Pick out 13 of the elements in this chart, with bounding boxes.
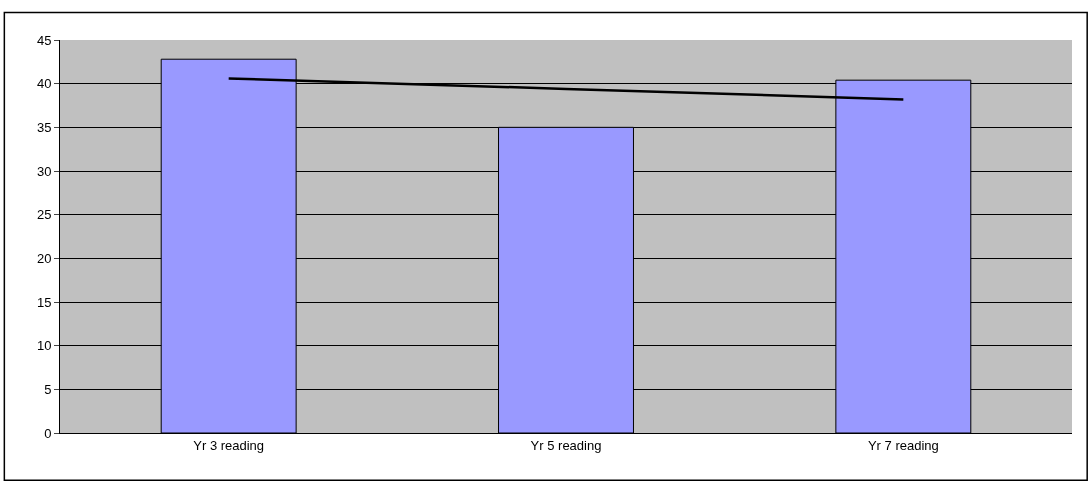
- y-tick-label: 25: [36, 207, 52, 223]
- x-tick-label: Yr 5 reading: [530, 437, 602, 453]
- y-tick-label: 30: [36, 163, 52, 179]
- y-tick-label: 40: [36, 76, 52, 92]
- x-tick-label: Yr 3 reading: [193, 437, 265, 453]
- y-tick-label: 45: [36, 32, 52, 48]
- y-tick-label: 5: [44, 381, 52, 397]
- y-tick-label: 20: [36, 250, 52, 266]
- y-tick-label: 0: [44, 425, 52, 441]
- y-tick-label: 15: [36, 294, 52, 310]
- y-tick-label: 10: [36, 338, 52, 354]
- x-tick-label: Yr 7 reading: [867, 437, 939, 453]
- y-tick-label: 35: [36, 119, 52, 135]
